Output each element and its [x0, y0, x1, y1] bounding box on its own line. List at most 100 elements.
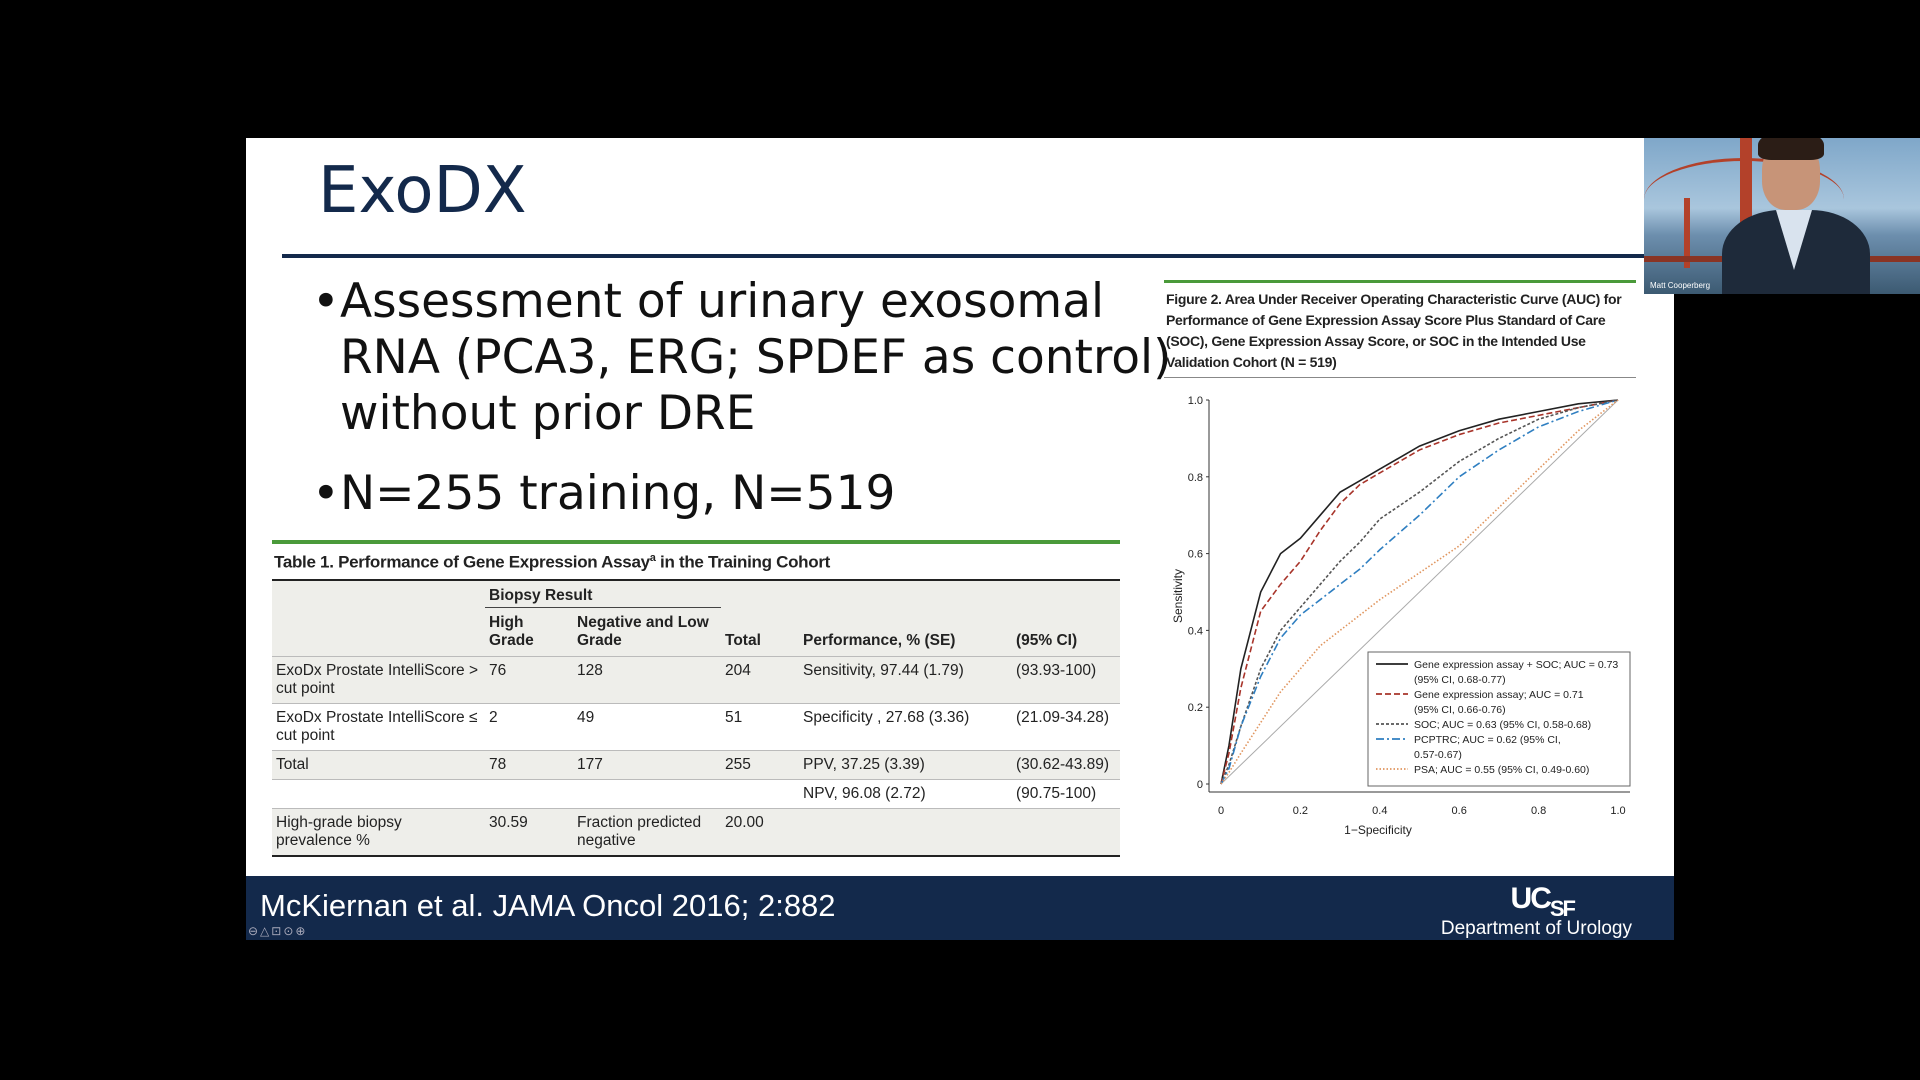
bullet-item: • Assessment of urinary exosomal RNA (PC…	[312, 274, 1172, 442]
cell-total: 20.00	[725, 813, 764, 831]
cell-total: 204	[725, 661, 751, 679]
roc-legend-label-cont: (95% CI, 0.68-0.77)	[1414, 674, 1506, 686]
roc-reference-line	[1220, 399, 1619, 785]
cell-neg-low-grade: Fraction predicted negative	[577, 813, 702, 849]
table-caption: Table 1. Performance of Gene Expression …	[272, 544, 1120, 581]
col-header-ci: (95% CI)	[1016, 631, 1078, 649]
roc-series-group	[1220, 399, 1619, 785]
cell-neg-low-grade: 128	[577, 661, 603, 679]
ucsf-logo: UCSF	[1510, 882, 1576, 921]
performance-table-panel: Table 1. Performance of Gene Expression …	[272, 540, 1120, 856]
col-header-negative-low-grade: Negative and Low Grade	[577, 613, 709, 649]
roc-legend-box	[1367, 651, 1631, 787]
table-caption-footnote: a	[649, 552, 656, 564]
cell-performance: PPV, 37.25 (3.39)	[803, 755, 925, 773]
cell-neg-low-grade: 49	[577, 708, 595, 726]
col-header-performance: Performance, % (SE)	[803, 631, 956, 649]
roc-y-axis-title: Sensitivity	[1171, 569, 1185, 623]
figure-caption: Figure 2. Area Under Receiver Operating …	[1164, 283, 1636, 378]
roc-y-tick-label: 0.8	[1188, 472, 1203, 484]
row-label: ExoDx Prostate IntelliScore > cut point	[276, 661, 479, 697]
bullet-list: • Assessment of urinary exosomal RNA (PC…	[312, 274, 1172, 674]
cell-ci	[1012, 808, 1120, 856]
table-accent-rule	[272, 540, 1120, 544]
slide-nav-controls[interactable]: ⊖△⊡⊙⊕	[248, 924, 308, 938]
roc-figure-panel: Figure 2. Area Under Receiver Operating …	[1164, 280, 1636, 850]
row-label	[272, 779, 485, 808]
table-row: Total 78 177 255 PPV, 37.25 (3.39) (30.6…	[272, 750, 1120, 780]
roc-x-tick-label: 0.4	[1372, 805, 1387, 817]
row-label: ExoDx Prostate IntelliScore ≤ cut point	[276, 708, 478, 744]
cell-high-grade: 30.59	[489, 813, 528, 831]
roc-y-tick-label: 1.0	[1188, 395, 1203, 407]
citation-text: McKiernan et al. JAMA Oncol 2016; 2:882	[260, 888, 836, 923]
cell-total: 51	[725, 708, 743, 726]
roc-legend-label: PSA; AUC = 0.55 (95% CI, 0.49-0.60)	[1414, 764, 1589, 776]
roc-legend: Gene expression assay + SOC; AUC = 0.73 (…	[1367, 651, 1631, 787]
cell-ci: (30.62-43.89)	[1016, 755, 1110, 773]
cell-high-grade	[485, 779, 573, 808]
roc-y-tick-label: 0	[1197, 779, 1203, 791]
cell-high-grade: 2	[489, 708, 498, 726]
ucsf-logo-main: UC	[1510, 882, 1552, 915]
row-label: Total	[276, 755, 309, 773]
cell-neg-low-grade	[573, 779, 721, 808]
table-caption-text: Table 1. Performance of Gene Expression …	[274, 552, 650, 572]
performance-table: Biopsy Result High Grade Negative and Lo…	[272, 580, 1120, 857]
roc-legend-label: PCPTRC; AUC = 0.62 (95% CI,	[1414, 734, 1561, 746]
roc-series-line	[1220, 399, 1619, 785]
roc-y-tick-label: 0.4	[1188, 625, 1203, 637]
presenter-hair-shape	[1758, 138, 1824, 160]
cell-ci: (93.93-100)	[1016, 661, 1097, 679]
biopsy-result-group-header: Biopsy Result	[485, 580, 721, 608]
roc-tick-group: 0 0 0.2 0.2 0.4 0.4 0.6 0.6 0.8 0.8 1.0 1.0	[1188, 395, 1626, 817]
cell-ci: (90.75-100)	[1016, 784, 1097, 802]
roc-series-line	[1220, 399, 1619, 785]
bullet-dot-icon: •	[312, 274, 340, 329]
cell-neg-low-grade: 177	[577, 755, 603, 773]
cell-high-grade: 76	[489, 661, 507, 679]
row-label: High-grade biopsy prevalence %	[276, 813, 402, 849]
bullet-dot-icon: •	[312, 466, 340, 521]
title-divider	[282, 254, 1674, 258]
bullet-text: N=255 training, N=519	[340, 466, 896, 521]
cell-performance: Sensitivity, 97.44 (1.79)	[803, 661, 964, 679]
table-row: NPV, 96.08 (2.72) (90.75-100)	[272, 779, 1120, 808]
roc-series-line	[1220, 399, 1619, 785]
table-row: ExoDx Prostate IntelliScore > cut point …	[272, 656, 1120, 704]
bullet-item: • N=255 training, N=519	[312, 466, 1172, 522]
cell-performance: Specificity , 27.68 (3.36)	[803, 708, 970, 726]
col-header-high-grade: High Grade	[489, 613, 534, 649]
roc-legend-label: Gene expression assay; AUC = 0.71	[1414, 689, 1584, 701]
cell-ci: (21.09-34.28)	[1016, 708, 1110, 726]
roc-series-line	[1220, 399, 1619, 785]
roc-x-axis-title: 1−Specificity	[1344, 823, 1412, 837]
roc-y-tick-label: 0.2	[1188, 702, 1203, 714]
roc-x-tick-label: 0.2	[1293, 805, 1308, 817]
roc-x-tick-label: 1.0	[1610, 805, 1625, 817]
col-header-total: Total	[725, 631, 761, 649]
roc-series-line	[1220, 399, 1619, 785]
table-row: High-grade biopsy prevalence % 30.59 Fra…	[272, 808, 1120, 856]
roc-x-tick-label: 0.6	[1452, 805, 1467, 817]
cell-total: 255	[725, 755, 751, 773]
cell-performance: NPV, 96.08 (2.72)	[803, 784, 926, 802]
cell-high-grade: 78	[489, 755, 507, 773]
table-row: ExoDx Prostate IntelliScore ≤ cut point …	[272, 703, 1120, 750]
bullet-text: Assessment of urinary exosomal RNA (PCA3…	[340, 274, 1172, 441]
department-label: Department of Urology	[1440, 918, 1632, 939]
table-caption-text-end: in the Training Cohort	[655, 552, 831, 572]
cell-total	[721, 779, 799, 808]
roc-y-tick-label: 0.6	[1188, 549, 1203, 561]
bridge-tower-shape	[1684, 198, 1690, 268]
roc-legend-label: Gene expression assay + SOC; AUC = 0.73	[1414, 659, 1618, 671]
roc-chart: 0 0 0.2 0.2 0.4 0.4 0.6 0.6 0.8 0.8 1.0 1.0 Sensiti…	[1171, 395, 1631, 837]
cell-performance	[799, 808, 1012, 856]
presentation-slide: ExoDX • Assessment of urinary exosomal R…	[246, 138, 1674, 876]
roc-legend-label: SOC; AUC = 0.63 (95% CI, 0.58-0.68)	[1414, 719, 1591, 731]
roc-legend-label-cont: 0.57-0.67)	[1414, 749, 1462, 761]
roc-x-tick-label: 0	[1218, 805, 1224, 817]
roc-x-tick-label: 0.8	[1531, 805, 1546, 817]
webcam-thumbnail[interactable]: Matt Cooperberg	[1644, 138, 1920, 294]
ucsf-logo-sub: SF	[1549, 896, 1576, 921]
